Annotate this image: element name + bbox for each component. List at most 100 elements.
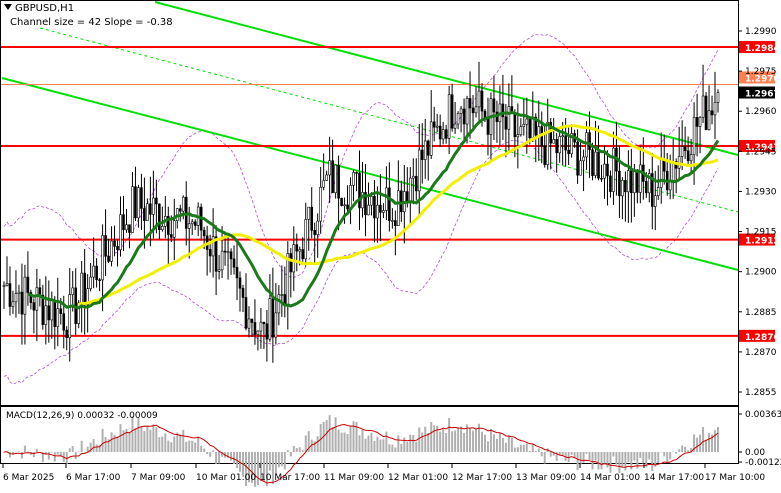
candle-body: [35, 287, 39, 311]
price-tag-label: 1.2876: [745, 333, 780, 343]
price-tick-label: 1.2930: [745, 187, 777, 197]
macd-histogram-bar: [472, 430, 475, 452]
candle-body: [181, 196, 185, 212]
candle-body: [107, 256, 110, 262]
candle-body: [125, 224, 128, 231]
candle-body: [591, 149, 594, 176]
macd-histogram-bar: [239, 452, 242, 472]
macd-histogram-bar: [56, 452, 59, 455]
macd-histogram-bar: [101, 428, 104, 452]
macd-histogram-bar: [253, 452, 256, 487]
macd-histogram-bar: [717, 427, 719, 452]
price-tag[interactable]: [739, 233, 775, 246]
macd-histogram-bar: [582, 452, 585, 463]
macd-histogram-bar: [233, 452, 236, 465]
candle-body: [689, 154, 693, 162]
candle-body: [68, 294, 72, 339]
macd-histogram-bar: [621, 452, 624, 467]
macd-histogram-bar: [558, 452, 561, 456]
candle-body: [645, 181, 648, 194]
macd-histogram-bar: [636, 452, 639, 469]
macd-histogram-bar: [137, 417, 140, 452]
macd-histogram-bar: [439, 431, 442, 452]
price-tag[interactable]: [739, 86, 775, 99]
macd-histogram-bar: [448, 417, 451, 452]
candle-body: [20, 291, 24, 315]
horizontal-levels[interactable]: 1.2984 1.2970 1.2967 1.2947 1.2912 1.2876: [1, 41, 780, 343]
price-tag-label: 1.2912: [745, 237, 780, 247]
macd-histogram-bar: [316, 436, 319, 452]
price-tag[interactable]: [739, 71, 775, 84]
candle-body: [190, 221, 194, 225]
candle-body: [537, 126, 541, 136]
candle-body: [89, 276, 92, 289]
candle-body: [316, 220, 319, 235]
candle-body: [235, 266, 239, 279]
candle-body: [220, 250, 224, 271]
candle-body: [450, 94, 454, 129]
candle-body: [95, 265, 98, 281]
macd-histogram-bar: [648, 452, 651, 460]
macd-histogram-bar: [155, 427, 158, 452]
candle-body: [662, 159, 666, 172]
candle-body: [364, 192, 367, 216]
macd-histogram-bar: [23, 445, 26, 452]
price-tag[interactable]: [739, 139, 775, 152]
price-tag[interactable]: [739, 329, 775, 342]
macd-histogram-bar: [624, 452, 627, 471]
macd-histogram-bar: [678, 449, 681, 452]
candle-body: [432, 121, 436, 128]
macd-histogram-bar: [164, 433, 167, 452]
candle-body: [531, 116, 535, 138]
macd-histogram-bar: [331, 427, 334, 452]
macd-histogram-bar: [200, 445, 203, 452]
macd-histogram-bar: [146, 425, 149, 452]
candle-body: [62, 313, 66, 331]
macd-histogram-bar: [588, 452, 591, 461]
candle-body: [208, 249, 212, 257]
candle-body: [322, 180, 325, 188]
macd-tick-label: 0.00363: [745, 410, 781, 420]
macd-histogram-bar: [714, 430, 717, 452]
candle-body: [633, 169, 636, 193]
candle-body: [414, 175, 418, 192]
price-tag-label: 1.2967: [745, 90, 780, 100]
macd-histogram-bar: [352, 421, 355, 452]
candle-body: [588, 132, 591, 151]
candle-body: [597, 151, 600, 179]
dropdown-triangle-icon[interactable]: [4, 4, 12, 10]
macd-histogram-bar: [591, 452, 594, 470]
time-tick-label: 10 Mar 01:00: [196, 473, 256, 483]
macd-histogram-bar: [334, 417, 337, 452]
macd-histogram-bar: [555, 452, 558, 461]
candle-body: [618, 170, 621, 197]
candle-body: [370, 196, 373, 206]
macd-histogram-bar: [699, 434, 702, 452]
macd-histogram-bar: [705, 439, 708, 452]
candle-body: [627, 170, 630, 193]
candle-body: [259, 321, 263, 332]
macd-histogram-bar: [627, 452, 630, 462]
macd-histogram-bar: [161, 436, 164, 452]
candle-body: [462, 108, 466, 125]
macd-histogram-bar: [346, 433, 349, 452]
macd-histogram-bar: [672, 451, 675, 453]
macd-histogram-bar: [394, 447, 397, 452]
macd-histogram-bar: [262, 452, 265, 482]
candle-body: [169, 234, 173, 238]
macd-histogram-bar: [519, 444, 522, 452]
macd-histogram-bar: [206, 452, 209, 455]
candle-body: [11, 301, 15, 307]
candle-body: [447, 94, 451, 139]
price-tag[interactable]: [739, 41, 775, 54]
macd-histogram-bar: [573, 452, 576, 459]
macd-histogram-bar: [466, 424, 469, 452]
candle-body: [8, 283, 12, 307]
candle-body: [408, 177, 412, 202]
candle-body: [713, 102, 717, 116]
macd-histogram-bar: [606, 452, 609, 468]
candle-body: [668, 181, 672, 191]
candle-body: [680, 146, 684, 157]
